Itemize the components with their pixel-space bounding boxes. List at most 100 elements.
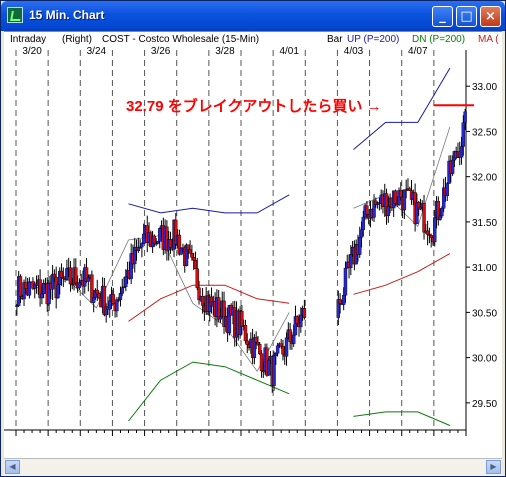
candle-down (399, 190, 403, 198)
y-tick-label: 29.50 (472, 399, 497, 410)
candle-down (59, 270, 64, 278)
candle-up (418, 206, 423, 210)
candle-up (358, 237, 362, 255)
candle-down (279, 343, 283, 347)
candle-up (341, 295, 346, 305)
candle-up (402, 189, 407, 211)
bar-label: Bar (327, 34, 343, 45)
x-tick-label: 3/24 (87, 46, 107, 57)
candle-down (254, 337, 258, 343)
maximize-button[interactable]: □ (456, 6, 477, 27)
title-bar[interactable]: 15 Min. Chart _ □ × (1, 1, 505, 31)
window-title: 15 Min. Chart (29, 8, 105, 22)
candle-down (425, 230, 430, 235)
indicator-lines (31, 67, 451, 426)
x-tick-label: 3/28 (215, 46, 235, 57)
chart-app-icon[interactable] (7, 7, 23, 23)
x-tick-label: 4/01 (279, 46, 299, 57)
symbol-label: COST - Costco Wholesale (15-Min) (102, 34, 259, 45)
candle-down (191, 257, 196, 261)
up-band-label: UP (P=200) (347, 34, 399, 45)
candle-down (52, 273, 57, 278)
y-tick-label: 33.00 (472, 82, 497, 93)
candle-down (190, 253, 194, 258)
scroll-left-button[interactable]: ◀ (5, 460, 20, 474)
candle-down (195, 268, 199, 289)
y-tick-label: 32.50 (472, 127, 497, 138)
candle-down (197, 287, 201, 301)
candle-up (179, 247, 183, 255)
candle-up (445, 183, 449, 197)
breakout-annotation: 32.79 をブレイクアウトしたら買い → (126, 97, 382, 115)
candle-down (243, 325, 248, 342)
candle-down (393, 190, 398, 204)
candle-up (274, 353, 278, 356)
candle-up (108, 300, 112, 310)
candle-down (302, 308, 307, 318)
candle-down (102, 285, 107, 316)
candle-up (91, 297, 96, 303)
candle-down (422, 203, 426, 233)
horizontal-scrollbar[interactable]: ◀ ▶ (4, 458, 502, 476)
candle-down (245, 340, 249, 345)
close-button[interactable]: × (480, 6, 501, 27)
x-tick-label: 4/07 (408, 46, 428, 57)
candle-up (438, 215, 442, 220)
y-tick-label: 31.50 (472, 218, 497, 229)
candle-up (65, 268, 69, 280)
candle-down (429, 235, 433, 239)
candle-up (41, 282, 46, 294)
candle-up (459, 146, 464, 158)
candle-up (40, 293, 44, 299)
candle-up (461, 122, 466, 147)
candle-down (258, 344, 262, 354)
candle-down (256, 342, 260, 345)
candle-up (361, 216, 366, 230)
candle-up (450, 159, 455, 174)
candle-up (140, 243, 144, 248)
candle-down (97, 293, 101, 299)
candle-up (266, 360, 271, 376)
candle-up (299, 314, 303, 328)
x-axis: 3/20 3/24 3/26 3/28 4/01 4/03 4/07 (15, 46, 467, 436)
candle-up (359, 229, 364, 238)
candle-up (115, 299, 119, 312)
candle-down (111, 294, 116, 304)
dn-band-line (128, 361, 451, 426)
candle-up (27, 281, 32, 296)
candle-down (24, 282, 28, 289)
chart-area[interactable]: 33.00 32.50 32.00 31.50 31.00 30.50 30.00 29.50… (4, 31, 502, 458)
axis-side-label: (Right) (62, 34, 92, 45)
candle-up (440, 208, 444, 217)
candle-down (177, 234, 182, 255)
y-axis: 33.00 32.50 32.00 31.50 31.00 30.50 30.00 29.50 (466, 82, 497, 410)
x-tick-label: 4/03 (344, 46, 364, 57)
candle-down (95, 289, 99, 294)
candle-up (56, 284, 60, 299)
candle-up (156, 241, 160, 244)
candle-up (343, 267, 348, 296)
candle-up (227, 305, 232, 334)
x-tick-label: 3/26 (151, 46, 171, 57)
candle-down (186, 244, 191, 250)
candle-down (240, 310, 244, 327)
candle-up (463, 111, 467, 123)
x-tick-label: 3/20 (22, 46, 42, 57)
moving-average-line (128, 253, 451, 322)
candle-down (152, 235, 157, 244)
candle-up (141, 233, 146, 244)
scroll-right-button[interactable]: ▶ (486, 460, 501, 474)
candle-up (284, 337, 289, 357)
up-band-line (128, 67, 451, 214)
minimize-button[interactable]: _ (432, 6, 453, 27)
candle-down (288, 329, 292, 342)
candle-series (15, 108, 467, 393)
y-tick-label: 30.50 (472, 308, 497, 319)
candle-down (18, 276, 23, 297)
candle-up (386, 206, 391, 217)
candle-down (216, 297, 221, 320)
candle-up (275, 345, 280, 354)
candle-down (408, 188, 412, 191)
candle-down (90, 274, 94, 303)
candle-down (68, 267, 73, 285)
